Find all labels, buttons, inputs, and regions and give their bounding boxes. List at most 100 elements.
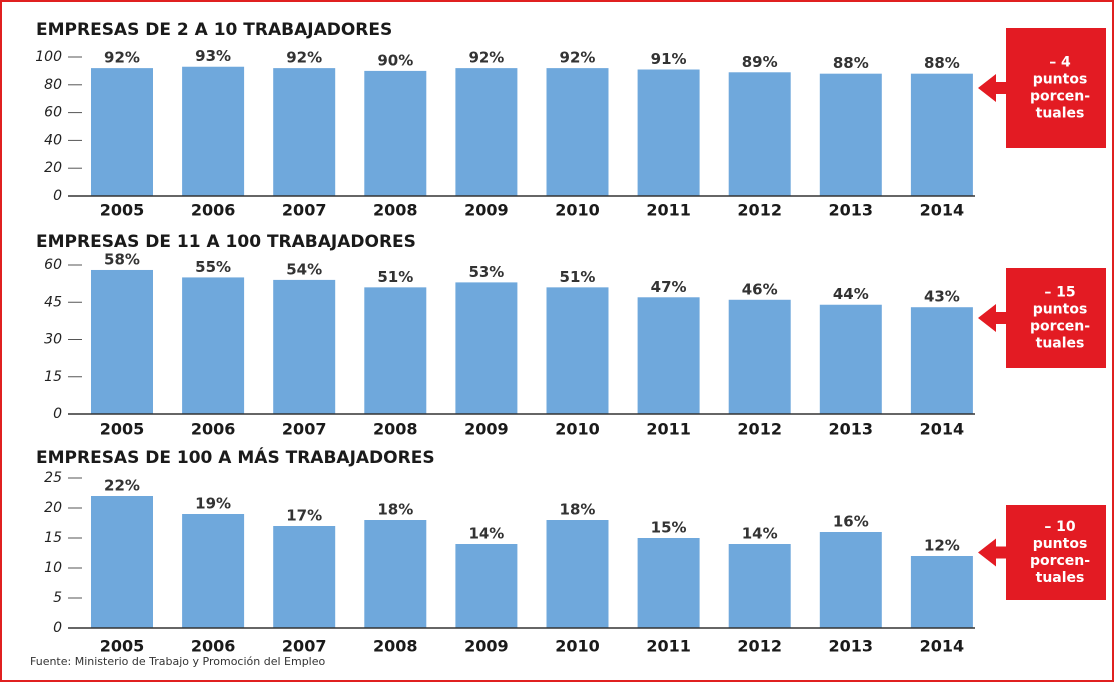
value-label: 43% [924, 288, 960, 306]
bar [364, 287, 427, 414]
value-label: 54% [286, 260, 322, 278]
bar [637, 297, 700, 414]
x-tick-label: 2014 [920, 637, 965, 656]
x-tick-label: 2013 [829, 201, 874, 220]
bar [819, 304, 882, 414]
bar [728, 72, 791, 196]
y-tick-label: 10 [44, 560, 62, 576]
value-label: 93% [195, 47, 231, 65]
bar [546, 68, 609, 196]
y-tick-label: 15 [44, 530, 62, 546]
value-label: 14% [742, 525, 778, 543]
bar [364, 520, 427, 628]
bar [728, 544, 791, 628]
value-label: 15% [651, 519, 687, 537]
bar [637, 538, 700, 628]
bar [273, 68, 336, 196]
callout-arrow [978, 74, 1006, 102]
x-tick-label: 2010 [555, 420, 600, 439]
bar [273, 279, 336, 414]
x-tick-label: 2008 [373, 637, 418, 656]
x-tick-label: 2012 [737, 201, 782, 220]
callout-text: porcen- [1030, 89, 1090, 105]
value-label: 58% [104, 250, 140, 268]
y-tick-label: 60 [44, 257, 62, 273]
value-label: 92% [286, 49, 322, 67]
bar [91, 68, 153, 196]
x-tick-label: 2008 [373, 420, 418, 439]
value-label: 44% [833, 285, 869, 303]
value-label: 92% [468, 49, 504, 67]
bar [182, 514, 245, 628]
chart-title: EMPRESAS DE 2 A 10 TRABAJADORES [36, 20, 392, 40]
x-tick-label: 2010 [555, 637, 600, 656]
x-tick-label: 2005 [100, 420, 145, 439]
y-tick-label: 30 [44, 332, 62, 348]
x-tick-label: 2006 [191, 201, 236, 220]
value-label: 19% [195, 495, 231, 513]
bar [819, 532, 882, 628]
value-label: 88% [833, 54, 869, 72]
x-tick-label: 2007 [282, 201, 327, 220]
bar [637, 69, 700, 196]
value-label: 55% [195, 258, 231, 276]
x-tick-label: 2010 [555, 201, 600, 220]
value-label: 18% [377, 501, 413, 519]
x-tick-label: 2011 [646, 637, 691, 656]
x-tick-label: 2013 [829, 637, 874, 656]
value-label: 17% [286, 507, 322, 525]
x-tick-label: 2005 [100, 201, 145, 220]
value-label: 89% [742, 53, 778, 71]
x-tick-label: 2011 [646, 201, 691, 220]
x-tick-label: 2014 [920, 420, 965, 439]
value-label: 46% [742, 280, 778, 298]
value-label: 22% [104, 477, 140, 495]
y-tick-label: 20 [44, 500, 62, 516]
x-tick-label: 2009 [464, 420, 509, 439]
callout-text: tuales [1036, 106, 1085, 122]
callout-text: puntos [1033, 302, 1088, 318]
value-label: 12% [924, 537, 960, 555]
x-tick-label: 2014 [920, 201, 965, 220]
callout-box [1006, 28, 1106, 148]
bar [455, 544, 518, 628]
value-label: 51% [377, 268, 413, 286]
value-label: 53% [468, 263, 504, 281]
value-label: 14% [468, 525, 504, 543]
x-tick-label: 2006 [191, 420, 236, 439]
x-tick-label: 2012 [737, 420, 782, 439]
y-tick-label: 60 [44, 105, 62, 121]
y-tick-label: 15 [44, 369, 62, 385]
y-tick-label: 0 [53, 188, 62, 204]
y-tick-label: 0 [53, 406, 62, 422]
x-tick-label: 2007 [282, 420, 327, 439]
callout-text: – 10 [1044, 519, 1076, 535]
value-label: 88% [924, 54, 960, 72]
x-tick-label: 2009 [464, 637, 509, 656]
bar [455, 282, 518, 414]
callout-text: – 15 [1044, 285, 1075, 301]
callout-text: puntos [1033, 72, 1088, 88]
y-tick-label: 25 [44, 470, 62, 486]
bar [182, 277, 245, 414]
x-tick-label: 2005 [100, 637, 145, 656]
y-tick-label: 5 [53, 590, 62, 606]
y-tick-label: 100 [35, 49, 62, 65]
y-tick-label: 45 [44, 294, 62, 310]
chart-title: EMPRESAS DE 100 A MÁS TRABAJADORES [36, 446, 435, 468]
y-tick-label: 0 [53, 620, 62, 636]
value-label: 92% [560, 49, 596, 67]
callout-text: porcen- [1030, 553, 1090, 569]
callout-text: porcen- [1030, 319, 1090, 335]
y-tick-label: 40 [44, 132, 62, 148]
bar [91, 496, 153, 628]
source: Fuente: Ministerio de Trabajo y Promoció… [30, 655, 326, 668]
callout-arrow [978, 538, 1006, 567]
bar [728, 299, 791, 414]
bar [364, 70, 427, 196]
value-label: 51% [560, 268, 596, 286]
value-label: 90% [377, 51, 413, 69]
callout-text: – 4 [1049, 55, 1071, 71]
value-label: 92% [104, 49, 140, 67]
